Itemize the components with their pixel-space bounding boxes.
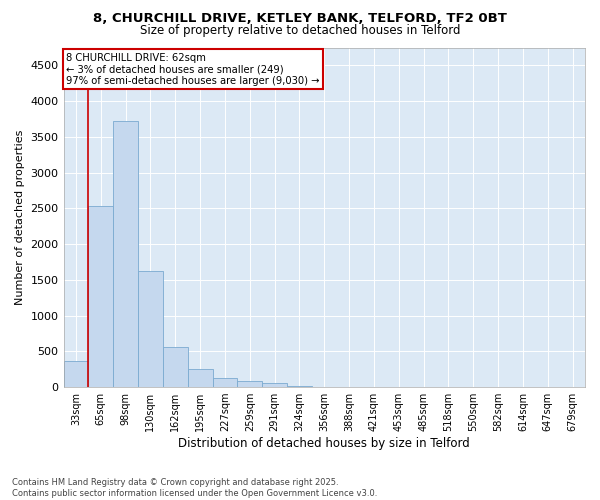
Bar — [138, 272, 163, 387]
Bar — [64, 360, 88, 387]
Text: Size of property relative to detached houses in Telford: Size of property relative to detached ho… — [140, 24, 460, 37]
Bar — [163, 347, 188, 387]
Text: Contains HM Land Registry data © Crown copyright and database right 2025.
Contai: Contains HM Land Registry data © Crown c… — [12, 478, 377, 498]
X-axis label: Distribution of detached houses by size in Telford: Distribution of detached houses by size … — [178, 437, 470, 450]
Bar — [287, 386, 312, 387]
Bar — [262, 383, 287, 387]
Bar — [188, 369, 212, 387]
Text: 8, CHURCHILL DRIVE, KETLEY BANK, TELFORD, TF2 0BT: 8, CHURCHILL DRIVE, KETLEY BANK, TELFORD… — [93, 12, 507, 26]
Bar — [238, 382, 262, 387]
Bar — [212, 378, 238, 387]
Y-axis label: Number of detached properties: Number of detached properties — [15, 130, 25, 305]
Text: 8 CHURCHILL DRIVE: 62sqm
← 3% of detached houses are smaller (249)
97% of semi-d: 8 CHURCHILL DRIVE: 62sqm ← 3% of detache… — [66, 52, 320, 86]
Bar — [113, 121, 138, 387]
Bar — [88, 206, 113, 387]
